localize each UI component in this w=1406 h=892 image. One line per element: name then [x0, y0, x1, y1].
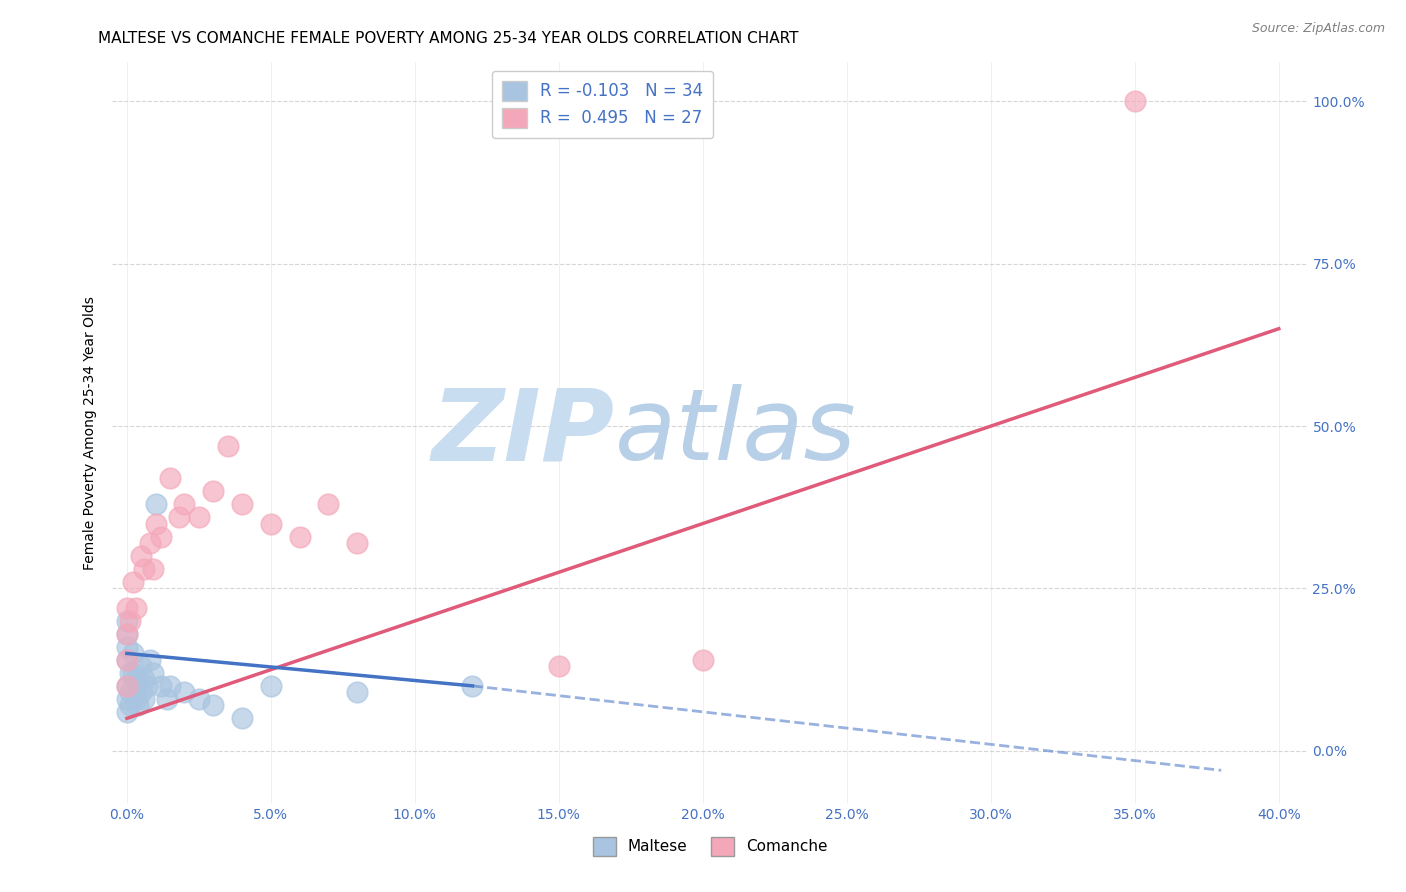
Point: [145, 497, 167, 511]
Point: [139, 536, 162, 550]
Point: [692, 653, 714, 667]
Point: [187, 692, 209, 706]
Point: [115, 705, 138, 719]
Point: [118, 685, 141, 699]
Y-axis label: Female Poverty Among 25-34 Year Olds: Female Poverty Among 25-34 Year Olds: [83, 295, 97, 570]
Point: [121, 647, 143, 661]
Point: [156, 692, 179, 706]
Text: Source: ZipAtlas.com: Source: ZipAtlas.com: [1251, 22, 1385, 36]
Point: [115, 679, 138, 693]
Point: [129, 659, 152, 673]
Point: [115, 679, 138, 693]
Point: [346, 536, 368, 550]
Point: [115, 601, 138, 615]
Point: [1123, 95, 1146, 109]
Point: [127, 698, 149, 713]
Point: [115, 627, 138, 641]
Point: [167, 510, 190, 524]
Point: [121, 574, 143, 589]
Point: [173, 685, 195, 699]
Point: [129, 549, 152, 563]
Point: [150, 529, 173, 543]
Text: MALTESE VS COMANCHE FEMALE POVERTY AMONG 25-34 YEAR OLDS CORRELATION CHART: MALTESE VS COMANCHE FEMALE POVERTY AMONG…: [98, 31, 799, 46]
Point: [260, 679, 283, 693]
Point: [461, 679, 484, 693]
Text: ZIP: ZIP: [432, 384, 614, 481]
Point: [115, 640, 138, 654]
Point: [547, 659, 569, 673]
Point: [134, 562, 156, 576]
Point: [202, 484, 225, 499]
Point: [124, 673, 146, 687]
Text: atlas: atlas: [614, 384, 856, 481]
Point: [115, 653, 138, 667]
Point: [124, 601, 146, 615]
Point: [231, 711, 253, 725]
Point: [134, 673, 156, 687]
Point: [187, 510, 209, 524]
Point: [318, 497, 340, 511]
Point: [129, 685, 152, 699]
Point: [202, 698, 225, 713]
Point: [173, 497, 195, 511]
Point: [346, 685, 368, 699]
Point: [115, 627, 138, 641]
Point: [118, 665, 141, 680]
Point: [134, 692, 156, 706]
Point: [118, 698, 141, 713]
Point: [150, 679, 173, 693]
Point: [115, 614, 138, 628]
Legend: Maltese, Comanche: Maltese, Comanche: [586, 831, 834, 862]
Point: [115, 692, 138, 706]
Point: [142, 665, 165, 680]
Point: [136, 679, 159, 693]
Point: [288, 529, 311, 543]
Point: [127, 679, 149, 693]
Point: [142, 562, 165, 576]
Point: [124, 692, 146, 706]
Point: [139, 653, 162, 667]
Point: [118, 614, 141, 628]
Point: [115, 653, 138, 667]
Point: [217, 439, 239, 453]
Point: [260, 516, 283, 531]
Point: [159, 471, 181, 485]
Point: [145, 516, 167, 531]
Point: [121, 665, 143, 680]
Point: [231, 497, 253, 511]
Point: [159, 679, 181, 693]
